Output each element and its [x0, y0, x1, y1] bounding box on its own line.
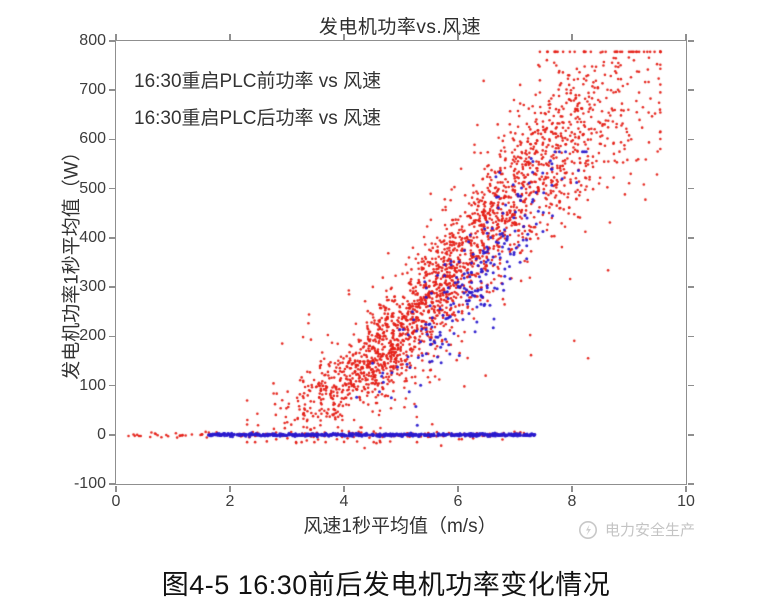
figure-caption: 图4-5 16:30前后发电机功率变化情况 [161, 570, 611, 600]
x-tick-mark-top [229, 33, 231, 40]
x-tick-mark [457, 485, 459, 492]
y-tick-mark-right [687, 483, 694, 485]
y-tick-label: -100 [73, 475, 106, 492]
y-axis-label: 发电机功率1秒平均值（W） [61, 142, 83, 380]
y-tick-label: 300 [79, 278, 106, 296]
y-tick-mark [108, 187, 115, 190]
chart-title: 发电机功率vs.风速 [318, 17, 482, 38]
y-tick-mark [108, 434, 115, 436]
x-tick-mark [685, 485, 687, 492]
legend-item-after: 16:30重启PLC后功率 vs 风速 [134, 108, 382, 129]
x-tick-label: 0 [111, 493, 121, 510]
x-axis-label: 风速1秒平均值（m/s） [303, 516, 497, 537]
x-tick-mark-top [685, 33, 687, 40]
x-tick-label: 2 [225, 493, 235, 510]
x-tick-label: 6 [453, 493, 463, 510]
watermark-text: 电力安全生产 [605, 522, 696, 539]
x-tick-mark-top [115, 33, 117, 40]
x-tick-mark [571, 485, 573, 492]
x-tick-mark-top [457, 33, 459, 40]
x-tick-mark [343, 485, 345, 492]
x-tick-mark-top [343, 33, 345, 40]
y-tick-mark-right [687, 286, 694, 288]
y-tick-mark [108, 40, 115, 42]
power-safety-logo-icon [579, 520, 597, 539]
scatter-canvas [116, 41, 686, 484]
y-tick-label: 800 [79, 32, 106, 49]
y-tick-mark-right [687, 138, 694, 141]
y-tick-mark [108, 286, 115, 288]
y-tick-mark-right [687, 434, 694, 436]
y-tick-mark [108, 384, 115, 387]
x-tick-label: 8 [567, 493, 577, 510]
y-tick-label: 0 [97, 425, 106, 443]
y-tick-label: 700 [79, 81, 106, 99]
legend: 16:30重启PLC前功率 vs 风速 16:30重启PLC后功率 vs 风速 [134, 63, 381, 137]
y-tick-mark-right [687, 237, 694, 239]
y-tick-mark [108, 237, 115, 239]
y-tick-label: 500 [79, 179, 106, 197]
y-tick-mark-right [687, 187, 694, 190]
x-tick-label: 4 [339, 493, 349, 510]
y-tick-label: 200 [79, 327, 106, 345]
y-tick-label: 100 [79, 376, 106, 394]
legend-item-before: 16:30重启PLC前功率 vs 风速 [134, 71, 382, 92]
x-tick-mark-top [571, 33, 573, 40]
y-tick-mark [108, 89, 115, 91]
y-tick-mark-right [687, 335, 694, 338]
x-tick-mark [115, 485, 117, 492]
y-tick-label: 600 [79, 130, 106, 148]
x-tick-mark [229, 485, 231, 492]
y-tick-mark-right [687, 89, 694, 91]
y-tick-mark [108, 138, 115, 141]
y-tick-mark-right [687, 384, 694, 387]
y-tick-mark [108, 483, 115, 485]
y-tick-mark [108, 335, 115, 338]
x-tick-label: 10 [677, 493, 695, 510]
y-tick-mark-right [687, 40, 694, 42]
y-tick-label: 400 [79, 228, 106, 246]
watermark: 电力安全生产 [578, 519, 695, 540]
plot-area: 16:30重启PLC前功率 vs 风速 16:30重启PLC后功率 vs 风速 … [74, 32, 695, 510]
